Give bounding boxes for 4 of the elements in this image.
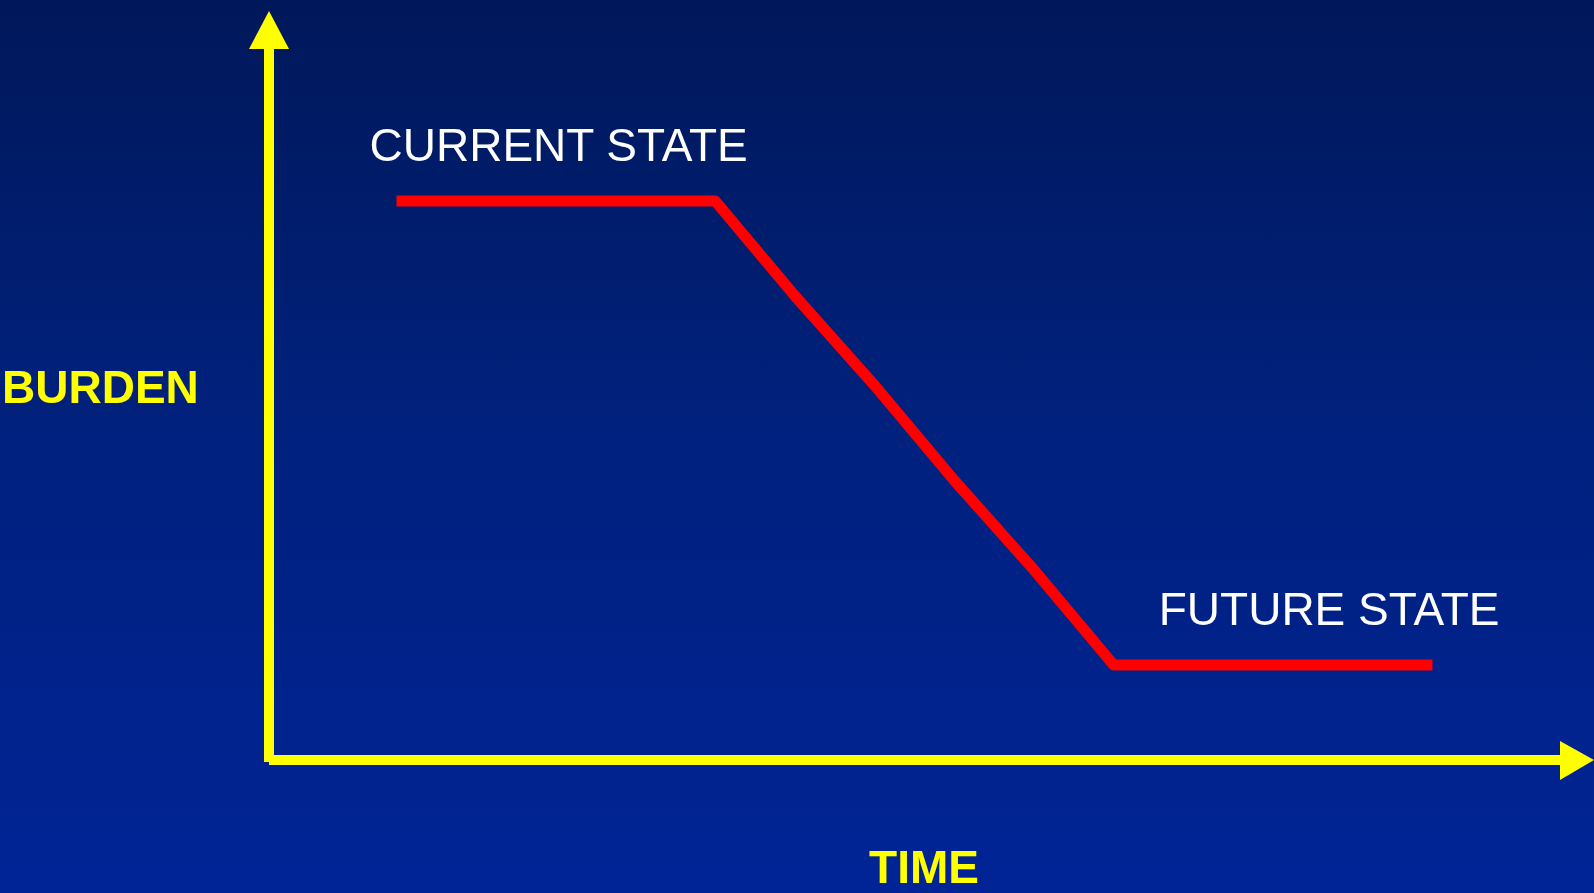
annotation: FUTURE STATE	[1158, 582, 1500, 635]
x-axis-title: TIME	[869, 841, 979, 893]
y-axis-title: BURDEN	[2, 361, 199, 413]
text: CURRENT STATE	[369, 119, 748, 171]
